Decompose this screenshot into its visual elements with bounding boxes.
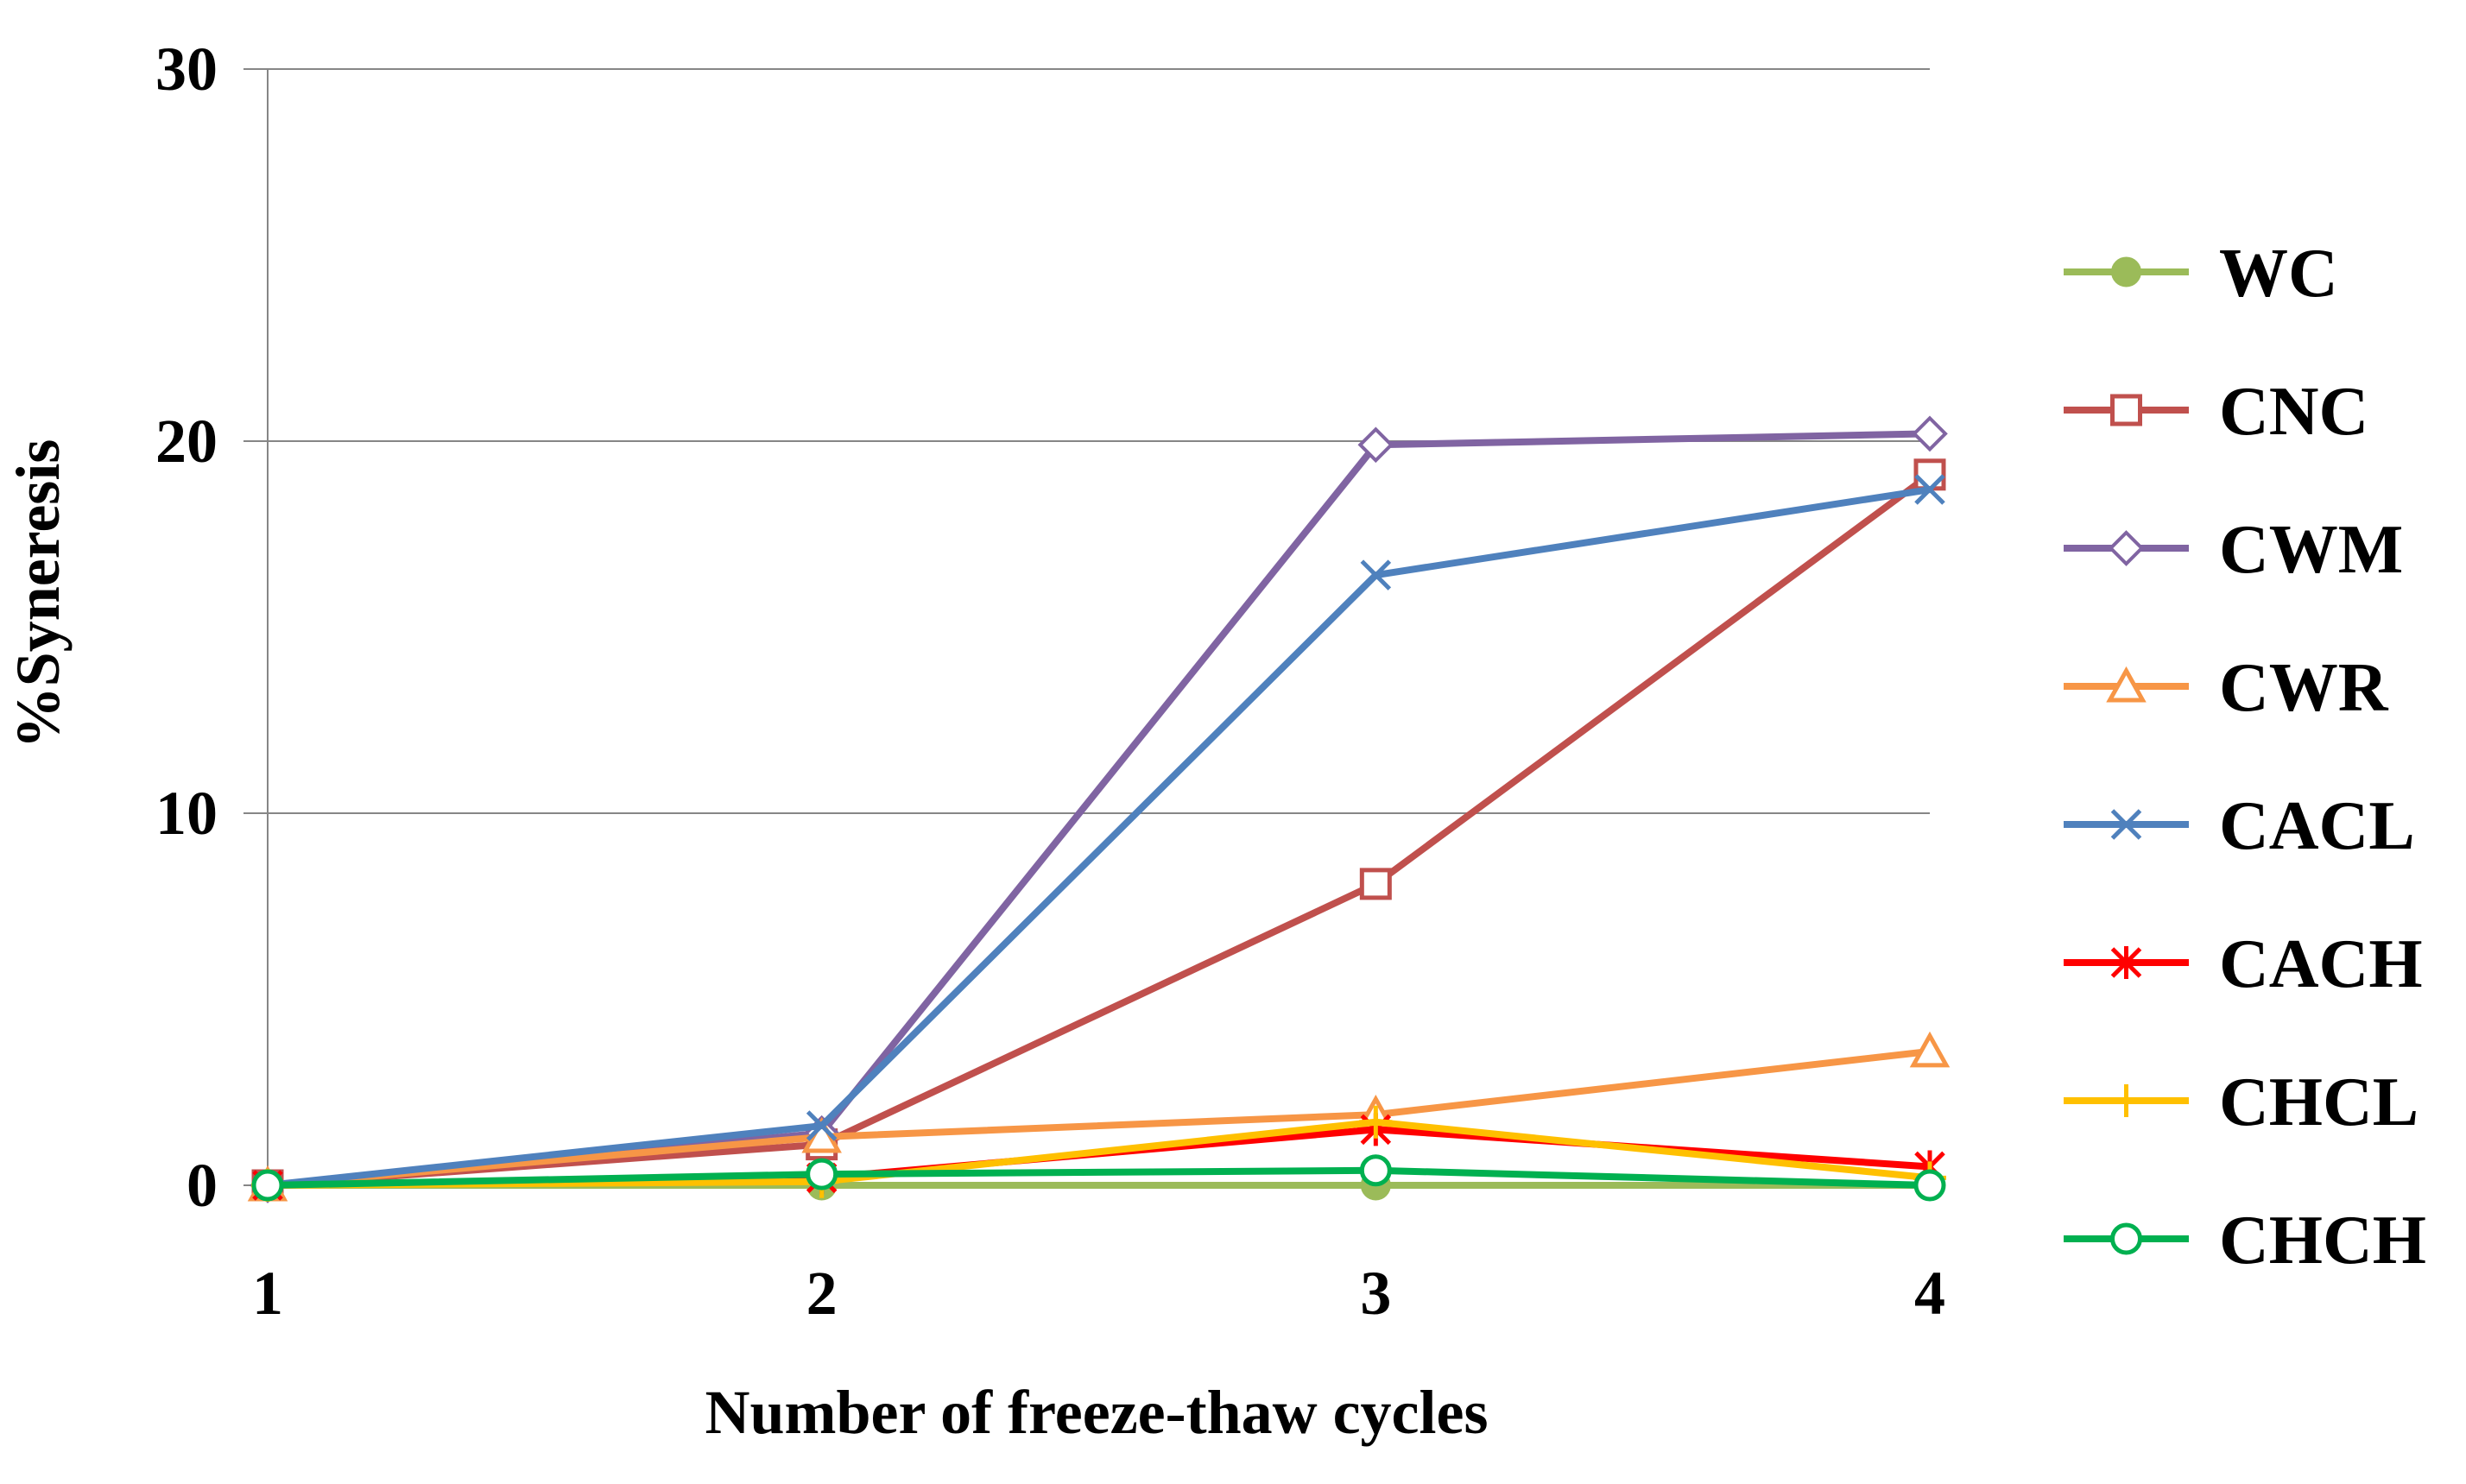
- legend-label-cwr: CWR: [2219, 650, 2389, 726]
- legend-marker-wc: [2111, 256, 2141, 287]
- legend-marker-cach: [2110, 946, 2142, 979]
- data-point-cnc: [1913, 458, 1946, 491]
- legend-marker-cwm: [2108, 530, 2145, 566]
- legend-entry-cwm: CWM: [2064, 512, 2403, 588]
- legend-marker-cwr: [2106, 666, 2147, 703]
- legend: WC CNC CWM CWR CACL CACH CHCL CHCH: [2064, 236, 2426, 1279]
- data-point-chch: [251, 1169, 284, 1202]
- data-point-chch: [806, 1158, 838, 1190]
- x-tick-label: 4: [1914, 1259, 1945, 1328]
- data-point-cnc: [1359, 868, 1392, 900]
- x-tick-label: 2: [806, 1259, 838, 1328]
- data-point-chch: [1913, 1169, 1946, 1202]
- y-tick-label: 0: [187, 1151, 218, 1220]
- series-line-cnc: [264, 470, 1933, 1189]
- legend-entry-chch: CHCH: [2064, 1203, 2426, 1279]
- tick-labels: 0 10 20 30 1 2 3 4: [155, 35, 1945, 1328]
- x-tick-label: 1: [252, 1259, 283, 1328]
- data-point-chcl: [1359, 1105, 1393, 1139]
- legend-label-cach: CACH: [2219, 926, 2423, 1002]
- y-tick-label: 30: [155, 35, 218, 104]
- legend-entry-cacl: CACL: [2064, 788, 2415, 864]
- series-line-chcl: [264, 1118, 1933, 1189]
- legend-label-cacl: CACL: [2219, 788, 2415, 864]
- x-axis-title: Number of freeze-thaw cycles: [705, 1378, 1489, 1447]
- y-tick-label: 10: [155, 779, 218, 848]
- data-point-cacl: [1914, 474, 1945, 505]
- series-chch: [251, 1154, 1946, 1202]
- data-point-cacl: [806, 1110, 838, 1141]
- legend-label-cnc: CNC: [2219, 374, 2368, 450]
- series-line-cwm: [264, 430, 1933, 1189]
- legend-entry-cach: CACH: [2064, 926, 2423, 1002]
- series-line-cacl: [264, 486, 1933, 1189]
- series-line-chch: [264, 1166, 1933, 1189]
- data-point-cwm: [1912, 415, 1948, 452]
- legend-marker-chch: [2110, 1222, 2142, 1255]
- legend-marker-cacl: [2110, 809, 2142, 840]
- series-cacl: [252, 474, 1945, 1201]
- data-point-cwr: [1909, 1031, 1951, 1068]
- legend-entry-cwr: CWR: [2064, 650, 2389, 726]
- legend-label-chch: CHCH: [2219, 1203, 2426, 1279]
- x-tick-label: 3: [1360, 1259, 1391, 1328]
- legend-label-chcl: CHCL: [2219, 1064, 2419, 1140]
- legend-marker-chcl: [2109, 1084, 2143, 1117]
- legend-label-wc: WC: [2219, 236, 2338, 312]
- series-line-cwr: [264, 1047, 1933, 1189]
- legend-label-cwm: CWM: [2219, 512, 2403, 588]
- legend-marker-cnc: [2110, 394, 2142, 426]
- data-point-cwm: [1357, 426, 1394, 464]
- legend-entry-cnc: CNC: [2064, 374, 2368, 450]
- legend-entry-chcl: CHCL: [2064, 1064, 2419, 1140]
- legend-entry-wc: WC: [2064, 236, 2338, 312]
- y-tick-label: 20: [155, 407, 218, 476]
- data-point-cacl: [1360, 559, 1392, 590]
- y-axis-title: %Syneresis: [3, 439, 73, 749]
- data-point-chch: [1359, 1154, 1392, 1187]
- series-cwm: [250, 415, 1948, 1203]
- series-cnc: [251, 458, 1946, 1202]
- series-lines: [247, 415, 1951, 1203]
